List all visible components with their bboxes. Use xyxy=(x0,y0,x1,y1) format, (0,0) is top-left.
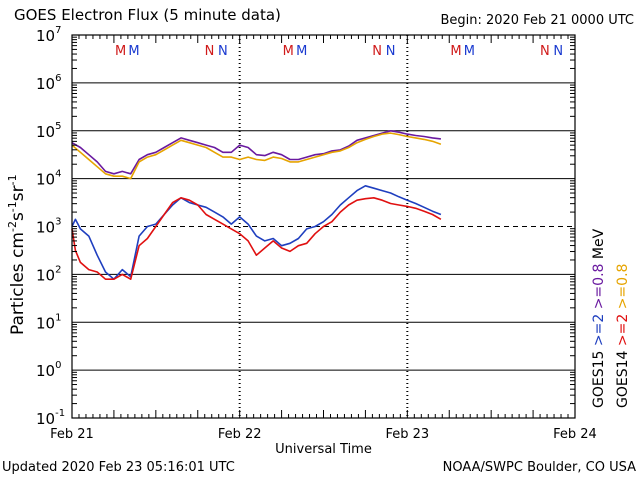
updated-timestamp: Updated 2020 Feb 23 05:16:01 UTC xyxy=(2,460,235,475)
orbit-marker: M xyxy=(450,44,461,59)
x-axis-label: Universal Time xyxy=(275,442,372,457)
series-line xyxy=(71,185,442,281)
legend-entry: GOES14 >=2 >=0.8 xyxy=(615,264,631,408)
x-tick-label: Feb 24 xyxy=(553,427,597,442)
y-tick-exponent: 1 xyxy=(55,312,61,323)
y-tick-label: 107 xyxy=(36,25,61,45)
y-tick-label: 103 xyxy=(36,217,61,237)
credit-text: NOAA/SWPC Boulder, CO USA xyxy=(442,460,636,475)
orbit-marker: M xyxy=(296,44,307,59)
orbit-marker: N xyxy=(386,44,396,59)
series-line xyxy=(71,130,441,175)
legend-text: >=0.8 xyxy=(615,264,631,314)
y-tick-label: 105 xyxy=(36,121,61,141)
legend-text: GOES15 xyxy=(591,351,607,408)
legend-text: >=0.8 xyxy=(591,264,607,314)
y-tick-exponent: 0 xyxy=(55,360,61,371)
legend-entry: GOES15 >=2 >=0.8 MeV xyxy=(591,228,607,408)
orbit-marker: M xyxy=(128,44,139,59)
orbit-marker: M xyxy=(464,44,475,59)
y-tick-exponent: 4 xyxy=(55,169,61,180)
orbit-marker: N xyxy=(540,44,550,59)
legend-text: MeV xyxy=(591,228,607,263)
x-tick-label: Feb 23 xyxy=(385,427,429,442)
y-tick-exponent: -1 xyxy=(55,408,65,419)
x-tick-label: Feb 22 xyxy=(218,427,262,442)
y-tick-exponent: 2 xyxy=(55,264,61,275)
y-tick-exponent: 7 xyxy=(55,25,61,36)
orbit-marker: M xyxy=(283,44,294,59)
series-line xyxy=(71,132,442,180)
y-tick-label: 104 xyxy=(36,169,61,189)
y-tick-label: 101 xyxy=(36,312,61,332)
y-tick-label: 102 xyxy=(36,264,61,284)
orbit-marker: M xyxy=(115,44,126,59)
y-tick-label: 100 xyxy=(36,360,61,380)
orbit-marker: N xyxy=(553,44,563,59)
x-tick-label: Feb 21 xyxy=(50,427,94,442)
legend-text: >=2 xyxy=(615,314,631,351)
orbit-marker: N xyxy=(372,44,382,59)
y-tick-exponent: 3 xyxy=(55,217,61,228)
orbit-marker: N xyxy=(205,44,215,59)
y-tick-exponent: 5 xyxy=(55,121,61,132)
chart-title: GOES Electron Flux (5 minute data) xyxy=(14,6,281,24)
series-line xyxy=(71,197,442,281)
y-axis-label: Particles cm-2s-1sr-1 xyxy=(6,174,28,335)
y-tick-label: 10-1 xyxy=(36,408,65,428)
y-tick-exponent: 6 xyxy=(55,73,61,84)
legend-text: GOES14 xyxy=(615,350,631,408)
begin-time: Begin: 2020 Feb 21 0000 UTC xyxy=(440,13,634,28)
orbit-marker: N xyxy=(218,44,228,59)
y-tick-label: 106 xyxy=(36,73,61,93)
legend-text: >=2 xyxy=(591,314,607,351)
